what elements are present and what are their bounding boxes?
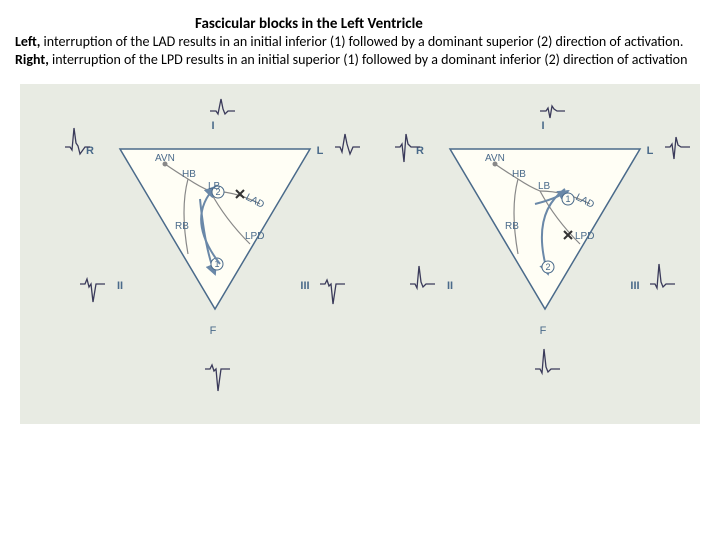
ecg-wave-I (540, 106, 565, 118)
label-HB: HB (512, 169, 526, 180)
diagram-container: 12RLIIIIIIFAVNHBLBRBLPDLAD12RLIIIIIIFAVN… (20, 84, 700, 424)
num-1: 1 (565, 194, 570, 204)
ecg-wave-III (650, 264, 675, 288)
left-panel: 12RLIIIIIIFAVNHBLBRBLPDLAD (65, 99, 360, 391)
label-I: I (541, 120, 544, 132)
header: Fascicular blocks in the Left Ventricle … (15, 15, 705, 69)
ecg-wave-L (665, 137, 690, 159)
label-LPD: LPD (575, 231, 594, 242)
label-III: III (300, 280, 309, 292)
diagram-svg: 12RLIIIIIIFAVNHBLBRBLPDLAD12RLIIIIIIFAVN… (20, 84, 700, 424)
ecg-wave-II (410, 266, 435, 288)
ecg-wave-F (535, 349, 560, 373)
label-F: F (540, 325, 547, 337)
label-F: F (210, 325, 217, 337)
einthoven-triangle (120, 149, 310, 309)
label-AVN: AVN (485, 153, 505, 164)
ecg-wave-I (210, 99, 235, 114)
label-RB: RB (175, 221, 189, 232)
ecg-wave-II (80, 279, 105, 302)
label-LB: LB (208, 181, 221, 192)
label-L: L (647, 145, 654, 157)
einthoven-triangle (450, 149, 640, 309)
label-LPD: LPD (245, 231, 264, 242)
right-bold: Right, (15, 51, 49, 68)
label-III: III (630, 280, 639, 292)
left-text: interruption of the LAD results in an in… (40, 33, 683, 50)
right-panel: 12RLIIIIIIFAVNHBLBRBLPDLAD (395, 106, 690, 373)
right-text: interruption of the LPD results in an in… (49, 51, 688, 68)
label-AVN: AVN (155, 153, 175, 164)
ecg-wave-III (320, 280, 345, 304)
ecg-wave-L (335, 134, 360, 154)
label-HB: HB (182, 169, 196, 180)
label-II: II (117, 280, 123, 292)
page-title: Fascicular blocks in the Left Ventricle (15, 15, 705, 33)
description: Left, interruption of the LAD results in… (15, 33, 705, 69)
label-I: I (211, 120, 214, 132)
label-II: II (447, 280, 453, 292)
num-2: 2 (545, 262, 550, 272)
label-L: L (317, 145, 324, 157)
label-LB: LB (538, 181, 551, 192)
label-RB: RB (505, 221, 519, 232)
left-bold: Left, (15, 33, 40, 50)
ecg-wave-F (205, 365, 230, 391)
